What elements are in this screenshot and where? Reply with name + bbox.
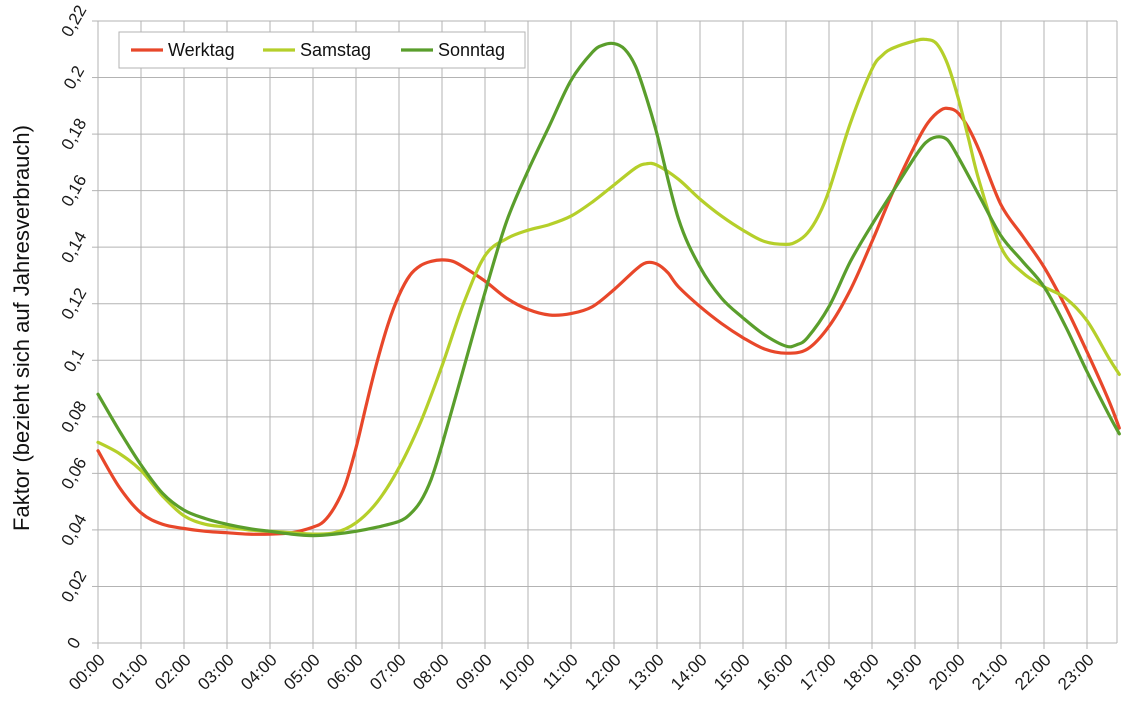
series-line-samstag <box>96 37 1121 536</box>
legend-box <box>118 31 526 69</box>
legend-label-werktag: Werktag <box>168 40 235 60</box>
series-line-sonntag <box>96 41 1121 538</box>
y-tick-labels: 0 0,02 0,04 0,06 0,08 0,1 0,12 0,14 0,16 0,18 0,2 0… <box>57 2 90 652</box>
grid-lines <box>97 20 1117 644</box>
x-tick-label: 21:00 <box>968 650 1012 694</box>
x-tick-label: 16:00 <box>753 650 797 694</box>
series-layer <box>96 37 1121 538</box>
x-tick-label: 17:00 <box>796 650 840 694</box>
y-tick-label: 0,12 <box>57 285 90 323</box>
y-tick-label: 0,16 <box>57 172 90 210</box>
y-tick-label: 0,18 <box>57 115 90 153</box>
legend-label-samstag: Samstag <box>300 40 371 60</box>
y-tick-label: 0,04 <box>57 511 90 549</box>
x-tick-label: 03:00 <box>194 650 238 694</box>
x-tick-label: 07:00 <box>366 650 410 694</box>
x-tick-label: 14:00 <box>667 650 711 694</box>
x-tick-labels: 00:00 01:00 02:00 03:00 04:00 05:00 06:00 07:00… <box>65 650 1098 694</box>
y-tick-label: 0,1 <box>60 345 88 375</box>
x-tick-label: 00:00 <box>65 650 109 694</box>
x-tick-label: 13:00 <box>624 650 668 694</box>
x-tick-label: 04:00 <box>237 650 281 694</box>
x-tick-label: 06:00 <box>323 650 367 694</box>
x-tick-label: 05:00 <box>280 650 324 694</box>
y-tick-label: 0,22 <box>57 2 90 40</box>
legend-label-sonntag: Sonntag <box>438 40 505 60</box>
y-tick-label: 0,2 <box>60 63 88 93</box>
x-tick-label: 23:00 <box>1054 650 1098 694</box>
y-tick-label: 0,02 <box>57 567 90 605</box>
plot-frame <box>92 20 1118 649</box>
x-tick-label: 11:00 <box>539 650 582 693</box>
x-tick-label: 15:00 <box>710 650 754 694</box>
y-tick-label: 0,14 <box>57 228 90 266</box>
x-tick-label: 02:00 <box>151 650 195 694</box>
x-tick-label: 01:00 <box>108 650 152 694</box>
y-tick-label: 0,06 <box>57 454 90 492</box>
x-tick-label: 08:00 <box>409 650 453 694</box>
y-tick-label: 0 <box>63 634 84 652</box>
x-tick-label: 19:00 <box>882 650 926 694</box>
y-tick-label: 0,08 <box>57 398 90 436</box>
x-tick-label: 12:00 <box>581 650 625 694</box>
series-line-werktag <box>96 106 1121 536</box>
x-tick-label: 22:00 <box>1011 650 1055 694</box>
x-tick-label: 09:00 <box>452 650 496 694</box>
x-tick-label: 20:00 <box>925 650 969 694</box>
x-tick-label: 18:00 <box>839 650 883 694</box>
legend: Werktag Samstag Sonntag <box>118 31 526 69</box>
y-axis-label: Faktor (bezieht sich auf Jahresverbrauch… <box>9 125 34 531</box>
x-tick-label: 10:00 <box>495 650 539 694</box>
